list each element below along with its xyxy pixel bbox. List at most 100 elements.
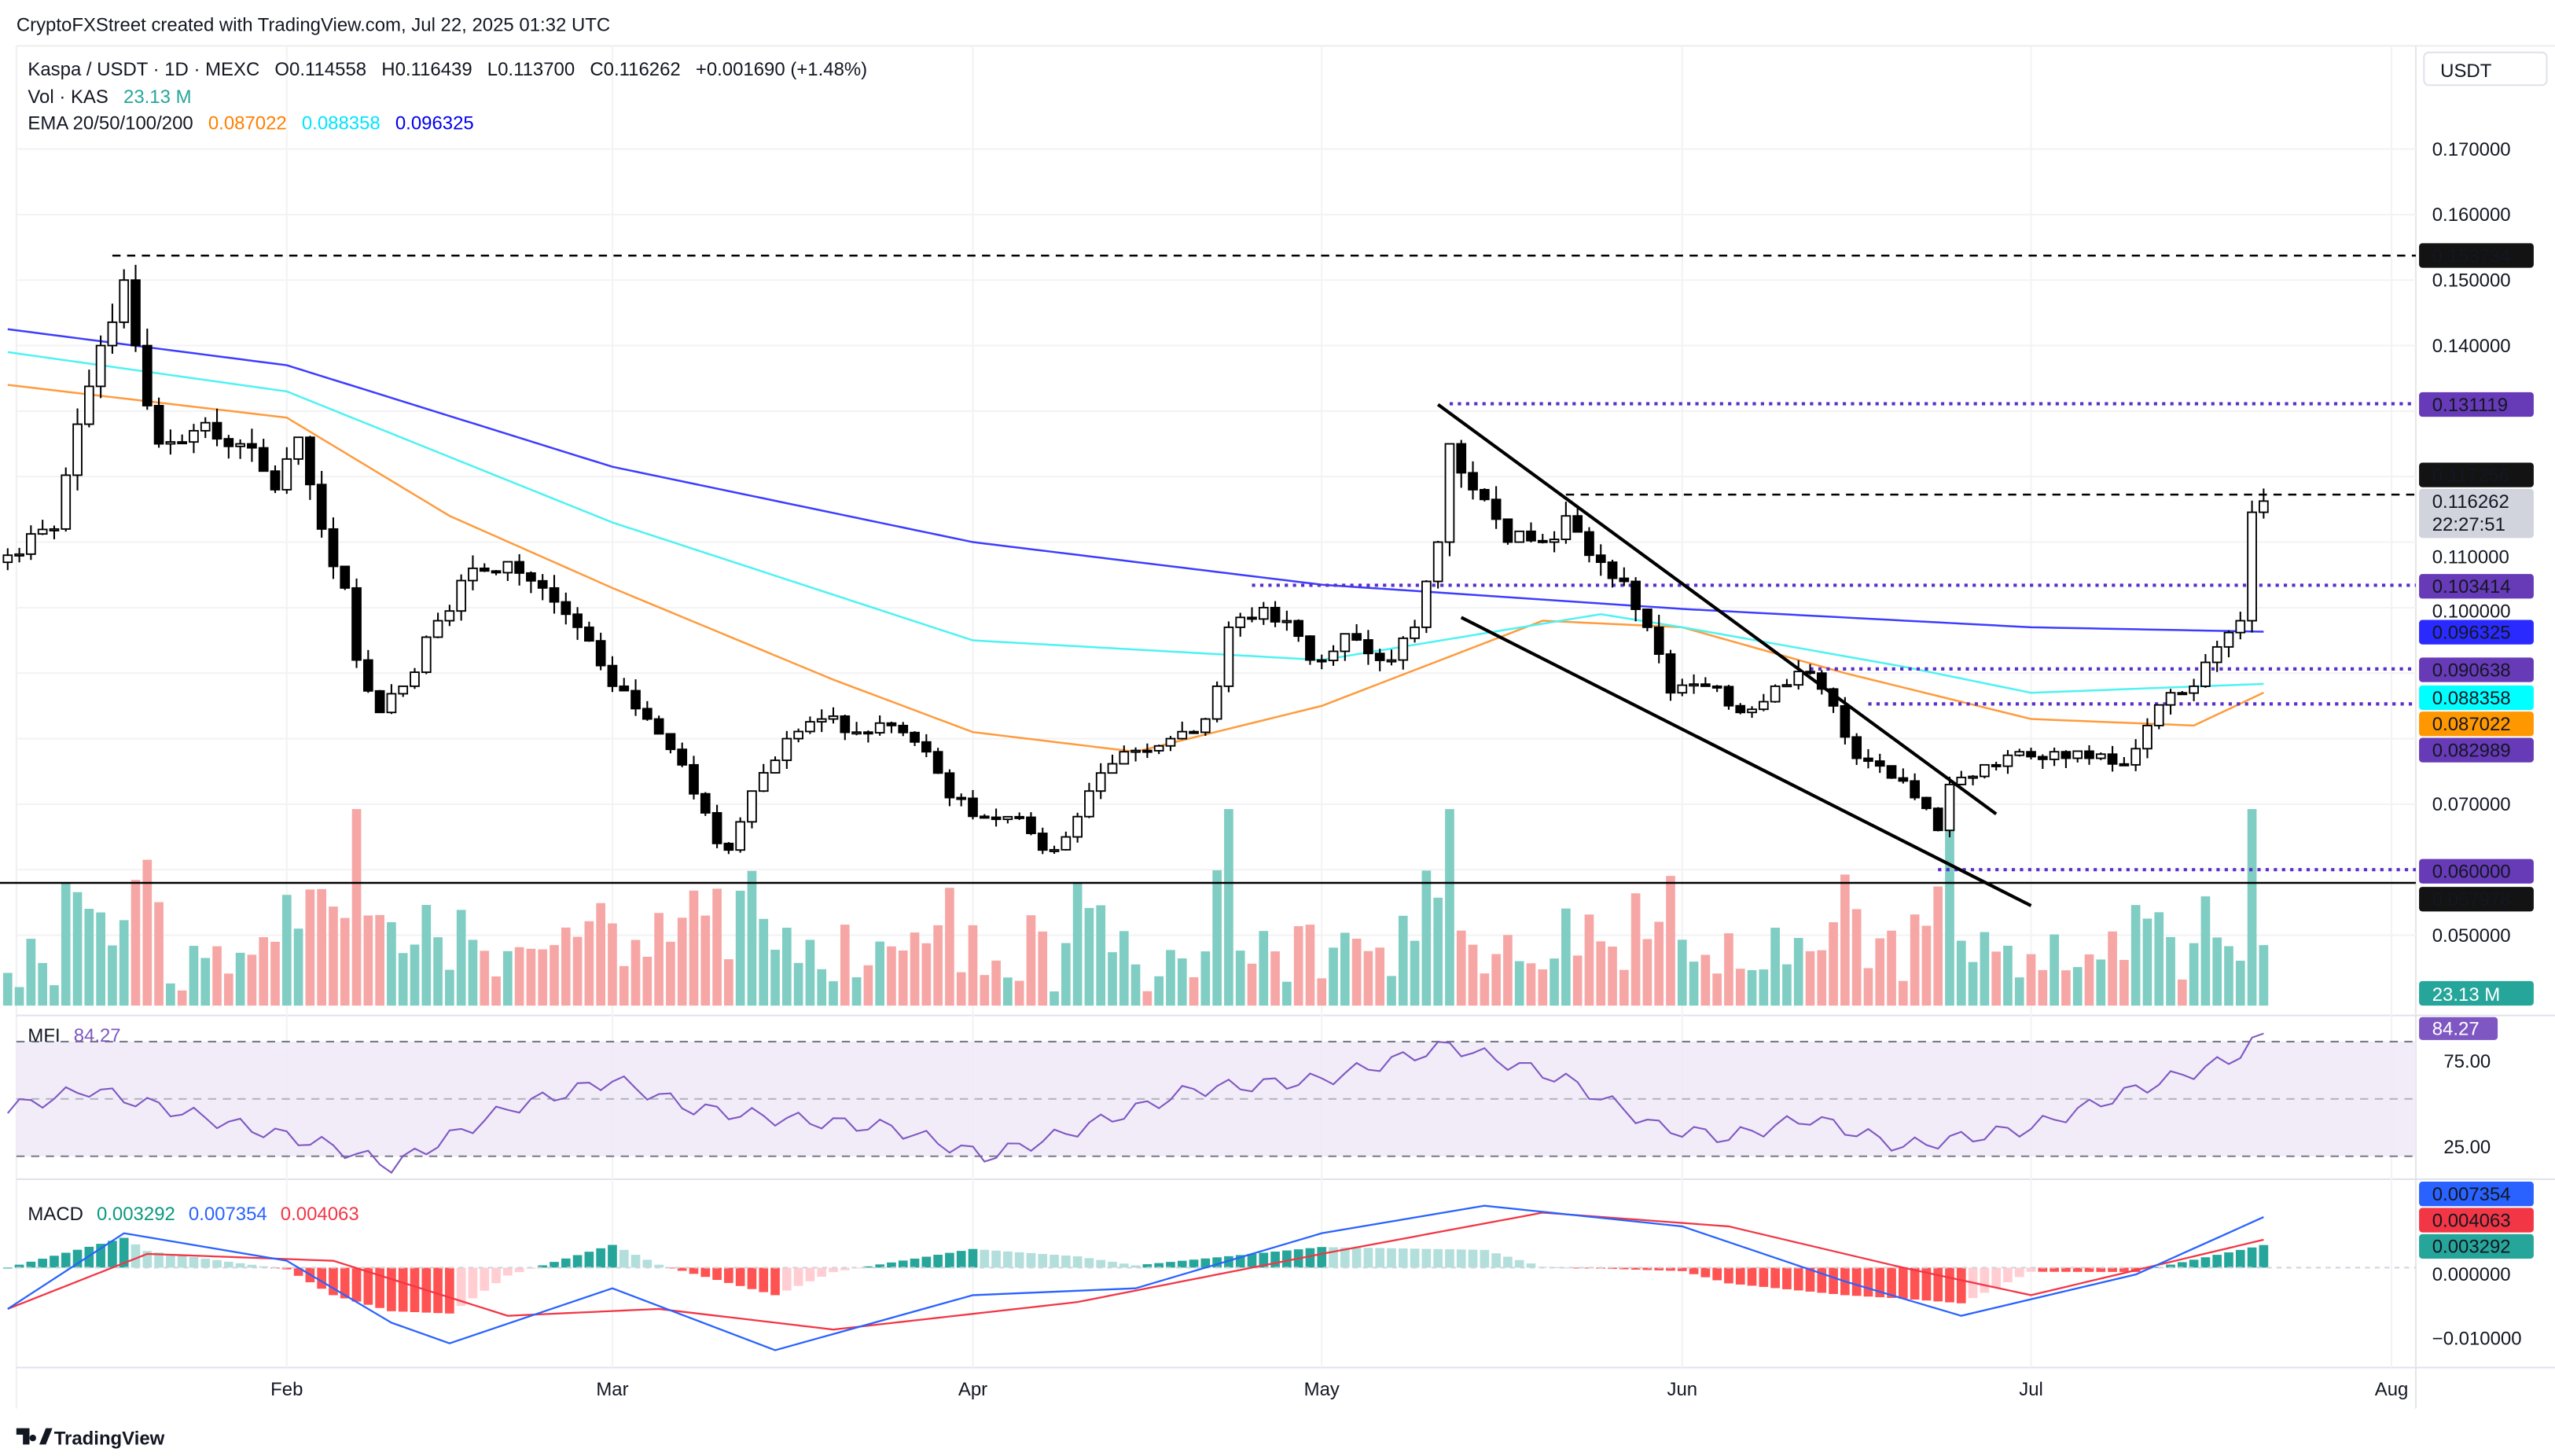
volume-bar: [1108, 952, 1117, 1006]
macd-histogram-bar: [735, 1267, 745, 1286]
macd-histogram-bar: [2119, 1267, 2129, 1272]
macd-histogram-bar: [2166, 1264, 2175, 1268]
candle: [1910, 780, 1920, 799]
volume-bar: [1735, 969, 1745, 1006]
volume-bar: [2061, 970, 2071, 1006]
macd-histogram-bar: [677, 1267, 687, 1271]
candle: [1828, 688, 1839, 707]
macd-histogram-bar: [1061, 1256, 1071, 1268]
candle: [572, 613, 583, 628]
candle: [2165, 692, 2176, 706]
macd-histogram-bar: [1084, 1258, 1094, 1268]
volume-bar: [1514, 961, 1524, 1006]
candle: [1711, 685, 1722, 689]
candle: [1561, 515, 1572, 541]
macd-histogram-bar: [1910, 1267, 1920, 1300]
svg-text:Kaspa / USDT · 1D · MEXC: Kaspa / USDT · 1D · MEXC O0.114558 H0.11…: [28, 59, 867, 80]
horizontal-levels[interactable]: [0, 254, 2416, 884]
volume-bar: [1235, 950, 1245, 1006]
volume-bar: [584, 921, 594, 1006]
price-tick: 0.070000: [2432, 794, 2511, 815]
macd-histogram-bar: [1805, 1267, 1815, 1292]
candle: [1921, 796, 1932, 810]
candle: [711, 811, 722, 844]
volume-bar: [1596, 941, 1606, 1006]
volume-bar: [340, 917, 350, 1006]
candle: [2049, 751, 2060, 760]
volume-bar: [398, 953, 408, 1006]
candle: [340, 565, 351, 589]
price-badge-label: 0.090638: [2432, 660, 2511, 681]
svg-text:MFI 84.27: MFI 84.27: [28, 1025, 120, 1046]
ema200-value: 0.096325: [395, 113, 474, 134]
volume-bar: [410, 944, 420, 1006]
currency-button[interactable]: [2423, 51, 2548, 86]
price-badge-label: 0.153734: [2432, 245, 2511, 267]
candle: [2235, 620, 2246, 634]
macd-histogram-bar: [1421, 1248, 1432, 1268]
macd-badge-label: 0.004063: [2432, 1210, 2511, 1231]
macd-histogram-bar: [945, 1252, 954, 1268]
candle: [1805, 671, 1815, 675]
macd-histogram-bar: [980, 1249, 990, 1268]
time-axis[interactable]: Feb Mar Apr May Jun Jul Aug: [270, 1379, 2408, 1400]
volume-bar: [72, 892, 83, 1006]
volume-bar: [445, 969, 454, 1006]
candle: [1119, 751, 1130, 765]
volume-bar: [1270, 951, 1280, 1006]
candle: [781, 737, 792, 762]
macd-histogram-bar: [1782, 1267, 1792, 1289]
macd-histogram-bar: [503, 1267, 513, 1276]
macd-histogram-bar: [1572, 1267, 1583, 1269]
price-badge: [2419, 488, 2534, 539]
symbol-label: Kaspa / USDT · 1D · MEXC: [28, 59, 259, 80]
price-badge-label: 0.131119: [2432, 395, 2508, 416]
volume-bar: [1526, 963, 1536, 1006]
macd-histogram-bar: [1317, 1247, 1327, 1268]
candle: [932, 751, 943, 774]
time-tick: May: [1304, 1379, 1340, 1400]
macd-histogram-bar: [887, 1262, 896, 1268]
candle: [107, 321, 118, 347]
volume-bar: [293, 928, 303, 1006]
macd-histogram-bar: [2096, 1267, 2106, 1272]
volume-bar: [1317, 978, 1327, 1006]
price-tick: 0.110000: [2432, 547, 2509, 568]
candle: [2119, 763, 2130, 767]
price-badge-label: 0.057978: [2432, 889, 2511, 910]
macd-histogram-bar: [1282, 1250, 1292, 1268]
macd-histogram-bar: [1724, 1267, 1733, 1284]
volume-bar: [1700, 954, 1711, 1006]
macd-histogram-bar: [1363, 1248, 1373, 1268]
volume-bar: [189, 946, 199, 1006]
candle: [119, 279, 130, 323]
macd-histogram-bar: [793, 1267, 803, 1286]
volume-bar: [2247, 809, 2257, 1006]
price-axis[interactable]: 0.170000 0.160000 0.150000 0.140000 0.110000…: [2419, 139, 2534, 1349]
volume-bar: [317, 888, 327, 1006]
wedge-trendlines[interactable]: [1436, 403, 2032, 907]
macd-histogram-bar: [200, 1258, 211, 1268]
candle: [1886, 765, 1897, 779]
volume-bar: [1654, 921, 1664, 1006]
macd-histogram-bar: [340, 1267, 350, 1299]
macd-histogram-bar: [1770, 1267, 1780, 1289]
volume-bar: [654, 913, 664, 1006]
candle: [898, 724, 909, 734]
candle: [491, 570, 502, 574]
volume-bar: [1351, 938, 1362, 1006]
candle: [1026, 816, 1036, 834]
volume-bar: [1619, 969, 1629, 1006]
candle: [619, 685, 630, 692]
tradingview-logo[interactable]: TradingView: [16, 1428, 165, 1449]
macd-histogram-bar: [1666, 1267, 1675, 1271]
mfi-line: [6, 1032, 2264, 1175]
candle: [921, 741, 932, 753]
candle: [677, 748, 688, 766]
candle: [1398, 637, 1409, 661]
price-tick: 0.150000: [2432, 270, 2511, 292]
price-badge: [2419, 574, 2534, 599]
macd-histogram-bar: [398, 1267, 408, 1312]
macd-histogram-bar: [1351, 1247, 1362, 1268]
candle: [793, 730, 803, 740]
